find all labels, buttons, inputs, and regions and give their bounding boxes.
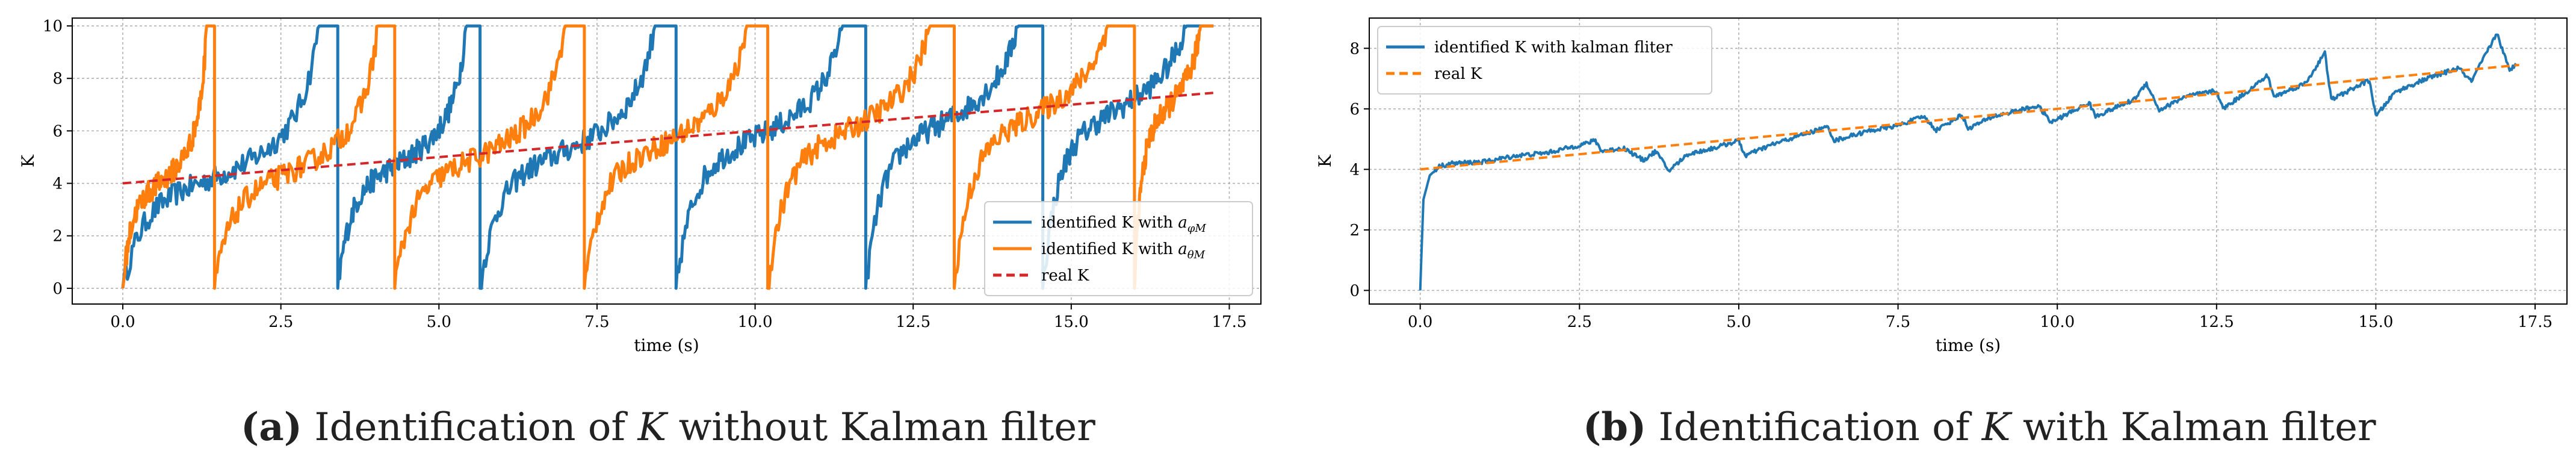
series-line-1 bbox=[1420, 63, 2519, 171]
caption-b-text: Identification of bbox=[1646, 405, 1982, 450]
x-tick-label: 15.0 bbox=[1054, 313, 1089, 331]
x-tick-label: 10.0 bbox=[2040, 313, 2075, 331]
caption-b: (b) Identification of K with Kalman filt… bbox=[1583, 405, 2376, 450]
series-line-2 bbox=[122, 92, 1214, 185]
y-tick-label: 0 bbox=[1349, 282, 1360, 300]
x-axis-label: time (s) bbox=[634, 335, 699, 355]
legend: identified K with kalman fliter real K bbox=[1377, 26, 1712, 95]
x-tick-label: 0.0 bbox=[110, 313, 135, 331]
x-tick-label: 10.0 bbox=[738, 313, 773, 331]
legend-entry: identified K with aφM bbox=[1041, 214, 1206, 235]
x-tick-label: 2.5 bbox=[268, 313, 293, 331]
chart-panel-a: 0.0 2.5 5.0 7.5 10.0 12.5 15.0 17.5 0 2 4 6 8 10 time … bbox=[18, 17, 1262, 355]
y-axis-label: K bbox=[18, 154, 38, 167]
caption-a-text-after: without Kalman filter bbox=[666, 405, 1095, 450]
y-tick-label: 0 bbox=[52, 280, 63, 298]
x-tick-label: 0.0 bbox=[1408, 313, 1432, 331]
legend-entry: real K bbox=[1434, 65, 1482, 83]
x-tick-label: 12.5 bbox=[896, 313, 930, 331]
caption-a-label: (a) bbox=[241, 405, 303, 450]
y-tick-label: 4 bbox=[1349, 161, 1360, 179]
caption-a-text: Identification of bbox=[302, 405, 638, 450]
series-line-1 bbox=[121, 24, 1215, 290]
caption-b-text-after: with Kalman filter bbox=[2010, 405, 2376, 450]
series-line-0 bbox=[121, 24, 1214, 290]
x-tick-label: 12.5 bbox=[2199, 313, 2234, 331]
legend-box bbox=[1377, 26, 1712, 95]
y-tick-label: 8 bbox=[52, 70, 63, 88]
y-tick-label: 6 bbox=[1349, 101, 1360, 119]
caption-a-var: K bbox=[637, 405, 667, 450]
y-tick-label: 10 bbox=[43, 17, 63, 36]
caption-a: (a) Identification of K without Kalman f… bbox=[241, 405, 1095, 450]
x-tick-label: 17.5 bbox=[2518, 313, 2553, 331]
y-tick-label: 6 bbox=[52, 122, 63, 140]
caption-b-label: (b) bbox=[1583, 405, 1647, 450]
legend-entry: identified K with kalman fliter bbox=[1434, 39, 1673, 57]
x-tick-label: 15.0 bbox=[2359, 313, 2394, 331]
x-tick-label: 5.0 bbox=[1726, 313, 1751, 331]
series-line-0 bbox=[1419, 33, 2517, 291]
x-axis-label: time (s) bbox=[1936, 335, 2001, 355]
x-tick-label: 17.5 bbox=[1212, 313, 1247, 331]
legend-box bbox=[984, 201, 1253, 296]
plot-area bbox=[1419, 33, 2519, 291]
y-tick-label: 8 bbox=[1349, 40, 1360, 58]
axes-frame bbox=[72, 17, 1262, 305]
x-tick-label: 2.5 bbox=[1567, 313, 1592, 331]
axes-frame bbox=[1369, 17, 2568, 305]
y-tick-label: 2 bbox=[1349, 222, 1360, 240]
plot-area bbox=[121, 24, 1215, 290]
y-tick-label: 4 bbox=[52, 175, 63, 193]
chart-panel-b: 0.0 2.5 5.0 7.5 10.0 12.5 15.0 17.5 0 2 4 6 8 time (s… bbox=[1315, 17, 2568, 355]
x-tick-label: 7.5 bbox=[1886, 313, 1910, 331]
x-tick-label: 7.5 bbox=[584, 313, 609, 331]
y-tick-label: 2 bbox=[52, 228, 63, 246]
caption-b-var: K bbox=[1981, 405, 2011, 450]
legend-entry: identified K with aθM bbox=[1041, 240, 1206, 261]
legend: identified K with aφM identified K with a… bbox=[984, 201, 1253, 296]
legend-entry: real K bbox=[1041, 267, 1089, 285]
y-axis-label: K bbox=[1315, 154, 1335, 167]
x-tick-label: 5.0 bbox=[427, 313, 451, 331]
